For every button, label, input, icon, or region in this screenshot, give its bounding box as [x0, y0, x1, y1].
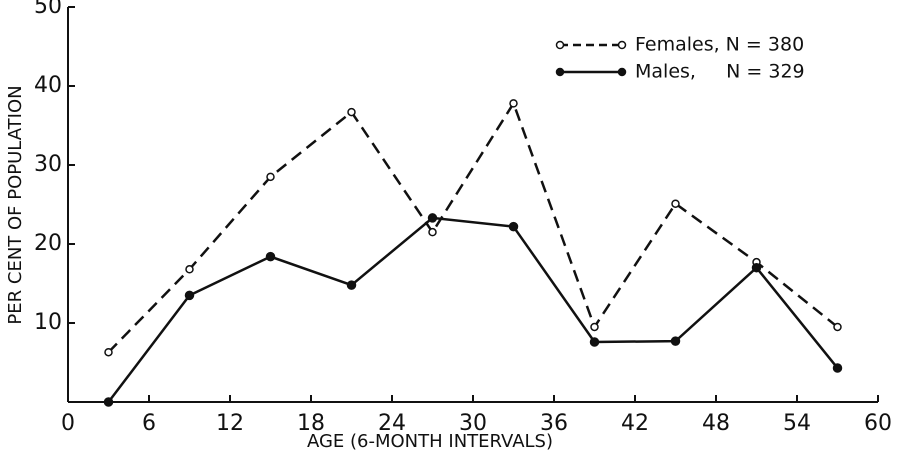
x-tick-label: 30: [459, 411, 487, 436]
y-tick-label: 40: [34, 73, 62, 98]
data-point: [509, 99, 518, 108]
y-tick-label: 20: [34, 231, 62, 256]
y-tick-label: 30: [34, 152, 62, 177]
x-tick-label: 36: [540, 411, 568, 436]
data-point: [347, 107, 356, 117]
data-point: [833, 322, 842, 332]
y-tick-label: 50: [34, 0, 62, 19]
x-tick-label: 24: [378, 411, 406, 436]
legend-label: Females, N = 380: [635, 34, 804, 56]
x-tick-label: 42: [621, 411, 649, 436]
data-point: [671, 199, 680, 208]
data-point: [427, 213, 438, 223]
series-line: [107, 216, 839, 403]
x-axis-label: AGE (6-MONTH INTERVALS): [307, 431, 553, 452]
legend-label: Males, N = 329: [635, 61, 805, 83]
data-point: [184, 290, 195, 301]
data-point: [346, 280, 357, 290]
data-point: [104, 347, 113, 357]
y-tick-label: 10: [34, 310, 62, 335]
y-axis-label: PER CENT OF POPULATION: [5, 85, 26, 324]
data-point: [185, 265, 194, 274]
data-point: [103, 397, 114, 407]
legend-marker: [555, 40, 565, 50]
x-tick-label: 48: [702, 411, 730, 436]
legend-marker: [617, 40, 627, 50]
series-line: [107, 100, 839, 354]
data-point: [266, 172, 275, 182]
data-point: [428, 227, 437, 237]
data-point: [751, 262, 762, 273]
x-tick-label: 54: [783, 411, 811, 436]
data-point: [832, 363, 843, 373]
data-point: [508, 221, 519, 232]
x-tick-label: 12: [216, 411, 244, 436]
data-point: [670, 336, 681, 346]
x-tick-label: 60: [864, 411, 892, 436]
x-tick-label: 6: [142, 411, 156, 436]
x-tick-label: 0: [61, 411, 75, 436]
data-point: [589, 337, 600, 347]
legend-marker: [555, 67, 565, 77]
legend-marker: [617, 67, 627, 77]
data-point: [265, 251, 276, 262]
data-point: [590, 322, 599, 332]
x-tick-label: 18: [297, 411, 325, 436]
